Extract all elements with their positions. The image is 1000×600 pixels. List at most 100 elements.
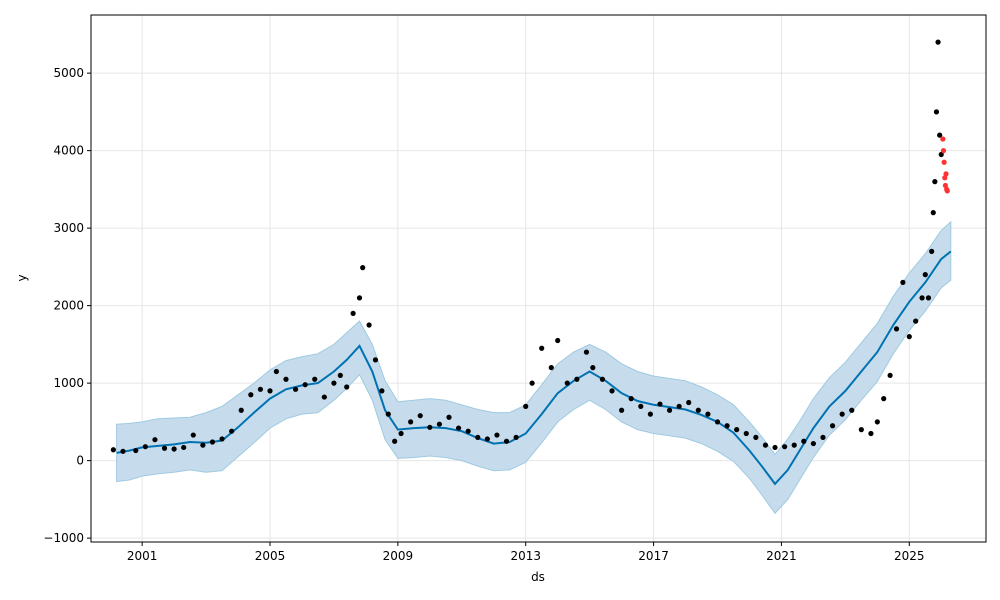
x-axis-ticks: 2001 2005 2009 2013 2017 2021 2025: [127, 542, 925, 563]
observed-point: [638, 403, 644, 409]
observed-point: [321, 394, 327, 400]
x-tick-label: 2013: [510, 549, 541, 563]
y-axis-ticks: −1000 0 1000 2000 3000 4000 5000: [43, 66, 91, 545]
observed-point: [762, 442, 769, 448]
observed-point: [676, 403, 682, 409]
x-tick-label: 2017: [638, 549, 669, 563]
observed-point: [925, 295, 932, 301]
observed-point: [209, 439, 216, 445]
observed-point: [935, 39, 941, 45]
observed-point: [929, 248, 935, 254]
test-point: [943, 171, 949, 177]
x-tick-label: 2025: [894, 549, 925, 563]
observed-point: [933, 109, 940, 115]
observed-point: [938, 151, 944, 158]
observed-point: [398, 430, 404, 437]
x-tick-label: 2001: [127, 549, 158, 563]
observed-point: [465, 428, 471, 434]
observed-point: [628, 396, 634, 402]
observed-point: [609, 388, 615, 394]
observed-point: [475, 434, 481, 440]
observed-point: [356, 295, 363, 301]
observed-point: [350, 310, 356, 316]
observed-point: [695, 407, 701, 413]
observed-point: [714, 419, 721, 425]
observed-point: [791, 442, 797, 448]
forecast-line-group: [116, 250, 952, 486]
observed-point: [190, 432, 196, 438]
observed-point: [273, 368, 279, 375]
observed-point: [705, 411, 711, 417]
x-tick-label: 2005: [255, 549, 286, 563]
y-axis-label: y: [15, 274, 29, 281]
observed-point: [446, 414, 452, 420]
observed-point: [913, 318, 919, 324]
observed-point: [331, 380, 337, 386]
observed-point: [181, 444, 187, 451]
observed-point: [574, 376, 580, 382]
observed-point: [829, 423, 836, 429]
observed-point: [599, 376, 606, 382]
test-point: [940, 136, 946, 142]
observed-point: [133, 447, 139, 454]
y-tick-label: 0: [76, 454, 84, 468]
observed-point: [302, 382, 308, 388]
observed-point: [930, 210, 936, 216]
observed-point: [839, 411, 845, 417]
observed-point: [385, 411, 391, 417]
observed-point: [408, 419, 414, 425]
observed-point: [484, 436, 490, 442]
observed-point: [772, 444, 778, 451]
observed-point: [120, 448, 126, 454]
test-points-group: [940, 136, 950, 194]
observed-point: [647, 411, 653, 417]
y-tick-label: 1000: [53, 376, 84, 390]
observed-point: [360, 265, 366, 271]
observed-point: [583, 349, 590, 355]
y-tick-label: 5000: [53, 66, 84, 80]
observed-point: [417, 413, 423, 419]
observed-point: [503, 438, 510, 444]
observed-point: [513, 434, 519, 440]
observed-point: [881, 396, 887, 402]
observed-point: [392, 438, 398, 444]
observed-point: [874, 419, 880, 425]
plot-frame: [90, 14, 987, 543]
x-tick-label: 2021: [766, 549, 797, 563]
observed-point: [922, 272, 928, 278]
observed-point: [372, 357, 379, 363]
observed-point: [455, 425, 462, 431]
observed-point: [820, 434, 826, 440]
observed-point: [366, 322, 372, 328]
uncertainty-band-area: [116, 220, 952, 515]
observed-point: [782, 444, 788, 450]
observed-point: [219, 436, 225, 442]
x-tick-label: 2009: [383, 549, 414, 563]
observed-point: [801, 438, 807, 444]
observed-point: [734, 427, 740, 433]
observed-point: [937, 132, 943, 138]
forecast-line: [116, 250, 952, 486]
observed-point: [312, 376, 318, 382]
observed-point: [564, 380, 570, 386]
observed-point: [171, 446, 177, 452]
observed-point: [893, 326, 900, 332]
observed-point: [539, 345, 545, 351]
observed-point: [590, 365, 596, 371]
observed-point: [619, 407, 625, 413]
observed-point: [753, 434, 759, 440]
y-tick-label: 2000: [53, 299, 84, 313]
observed-point: [200, 442, 206, 448]
uncertainty-band: [116, 220, 952, 515]
observed-point: [686, 399, 692, 406]
observed-point: [900, 279, 906, 285]
test-point: [940, 148, 947, 154]
observed-point: [494, 432, 500, 438]
observed-point: [932, 179, 938, 185]
observed-point: [161, 445, 168, 451]
observed-point: [849, 407, 855, 413]
observed-points-group: [110, 39, 944, 454]
test-point: [941, 159, 947, 165]
